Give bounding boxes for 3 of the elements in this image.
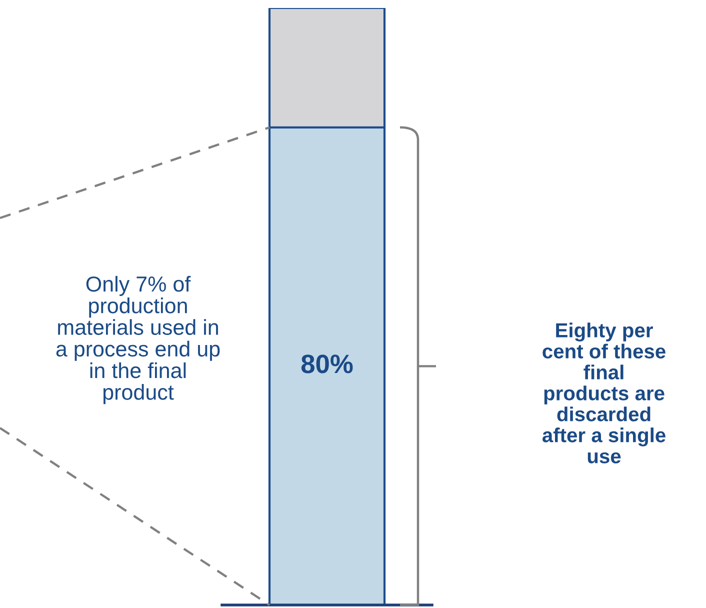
data-label: 80%: [301, 354, 353, 374]
text: Eighty per cent of these final products are discarded after a single use: [542, 322, 666, 464]
text: Only 7% of production materials used in a process end up in the final product: [56, 276, 220, 404]
